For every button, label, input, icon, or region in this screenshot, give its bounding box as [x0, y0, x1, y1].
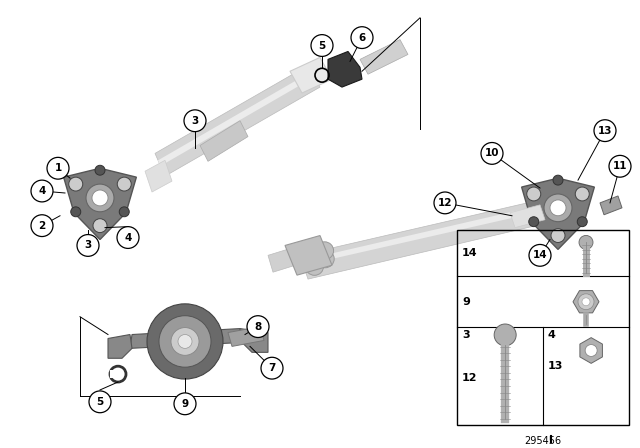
Polygon shape [240, 328, 268, 352]
Text: 3: 3 [191, 116, 198, 126]
Circle shape [31, 215, 53, 237]
Text: 14: 14 [532, 250, 547, 260]
Circle shape [247, 316, 269, 337]
Circle shape [311, 34, 333, 56]
Polygon shape [290, 57, 332, 93]
Circle shape [159, 316, 211, 367]
Text: 3: 3 [462, 330, 470, 340]
Polygon shape [268, 246, 305, 272]
Circle shape [494, 324, 516, 346]
Circle shape [550, 200, 566, 216]
Circle shape [582, 298, 590, 306]
Text: 14: 14 [462, 248, 477, 258]
Circle shape [71, 207, 81, 217]
Text: 4: 4 [124, 233, 132, 242]
Circle shape [544, 194, 572, 222]
Circle shape [529, 245, 551, 266]
Circle shape [174, 393, 196, 415]
Circle shape [147, 304, 223, 379]
Circle shape [117, 177, 131, 191]
Circle shape [575, 187, 589, 201]
Circle shape [95, 165, 105, 175]
Polygon shape [285, 236, 332, 275]
Circle shape [68, 177, 83, 191]
Circle shape [585, 345, 597, 357]
Circle shape [117, 227, 139, 249]
Circle shape [171, 327, 199, 355]
Text: 11: 11 [612, 161, 627, 171]
Polygon shape [360, 39, 408, 74]
Circle shape [93, 219, 107, 233]
Text: 12: 12 [438, 198, 452, 208]
Polygon shape [155, 65, 320, 176]
Circle shape [31, 180, 53, 202]
Circle shape [77, 235, 99, 256]
Circle shape [119, 207, 129, 217]
Circle shape [553, 175, 563, 185]
Polygon shape [145, 160, 172, 192]
Circle shape [527, 187, 541, 201]
Circle shape [316, 242, 333, 260]
Text: 5: 5 [97, 397, 104, 407]
Text: 3: 3 [84, 241, 92, 250]
Circle shape [529, 217, 539, 227]
Circle shape [305, 258, 324, 276]
Polygon shape [63, 168, 136, 240]
Polygon shape [130, 328, 242, 349]
Polygon shape [300, 193, 578, 279]
Circle shape [86, 184, 114, 212]
Polygon shape [108, 335, 132, 358]
Circle shape [316, 250, 334, 268]
Circle shape [609, 155, 631, 177]
Polygon shape [522, 178, 595, 250]
Polygon shape [510, 205, 545, 228]
Text: 4: 4 [38, 186, 45, 196]
Circle shape [481, 142, 503, 164]
Text: 295456: 295456 [524, 436, 561, 447]
Text: 5: 5 [318, 40, 326, 51]
Circle shape [434, 192, 456, 214]
Polygon shape [200, 121, 248, 161]
Circle shape [351, 27, 373, 48]
Text: 10: 10 [484, 148, 499, 159]
Text: 2: 2 [38, 221, 45, 231]
Text: 9: 9 [462, 297, 470, 307]
Text: 13: 13 [598, 125, 612, 136]
Polygon shape [158, 71, 314, 166]
Circle shape [577, 217, 588, 227]
Text: 1: 1 [54, 163, 61, 173]
Circle shape [184, 110, 206, 132]
Text: 6: 6 [358, 33, 365, 43]
Circle shape [47, 157, 69, 179]
Circle shape [578, 294, 594, 310]
Circle shape [261, 358, 283, 379]
Polygon shape [328, 52, 362, 87]
Text: 9: 9 [181, 399, 189, 409]
Circle shape [178, 335, 192, 349]
Text: 12: 12 [462, 373, 477, 383]
Text: 13: 13 [548, 361, 563, 371]
Circle shape [579, 236, 593, 249]
Text: 7: 7 [268, 363, 276, 373]
Text: 8: 8 [254, 322, 262, 332]
Text: 4: 4 [548, 330, 556, 340]
Polygon shape [302, 198, 574, 265]
Circle shape [89, 391, 111, 413]
Polygon shape [600, 196, 622, 215]
Polygon shape [228, 327, 264, 346]
Circle shape [594, 120, 616, 142]
Circle shape [92, 190, 108, 206]
Circle shape [551, 228, 565, 242]
